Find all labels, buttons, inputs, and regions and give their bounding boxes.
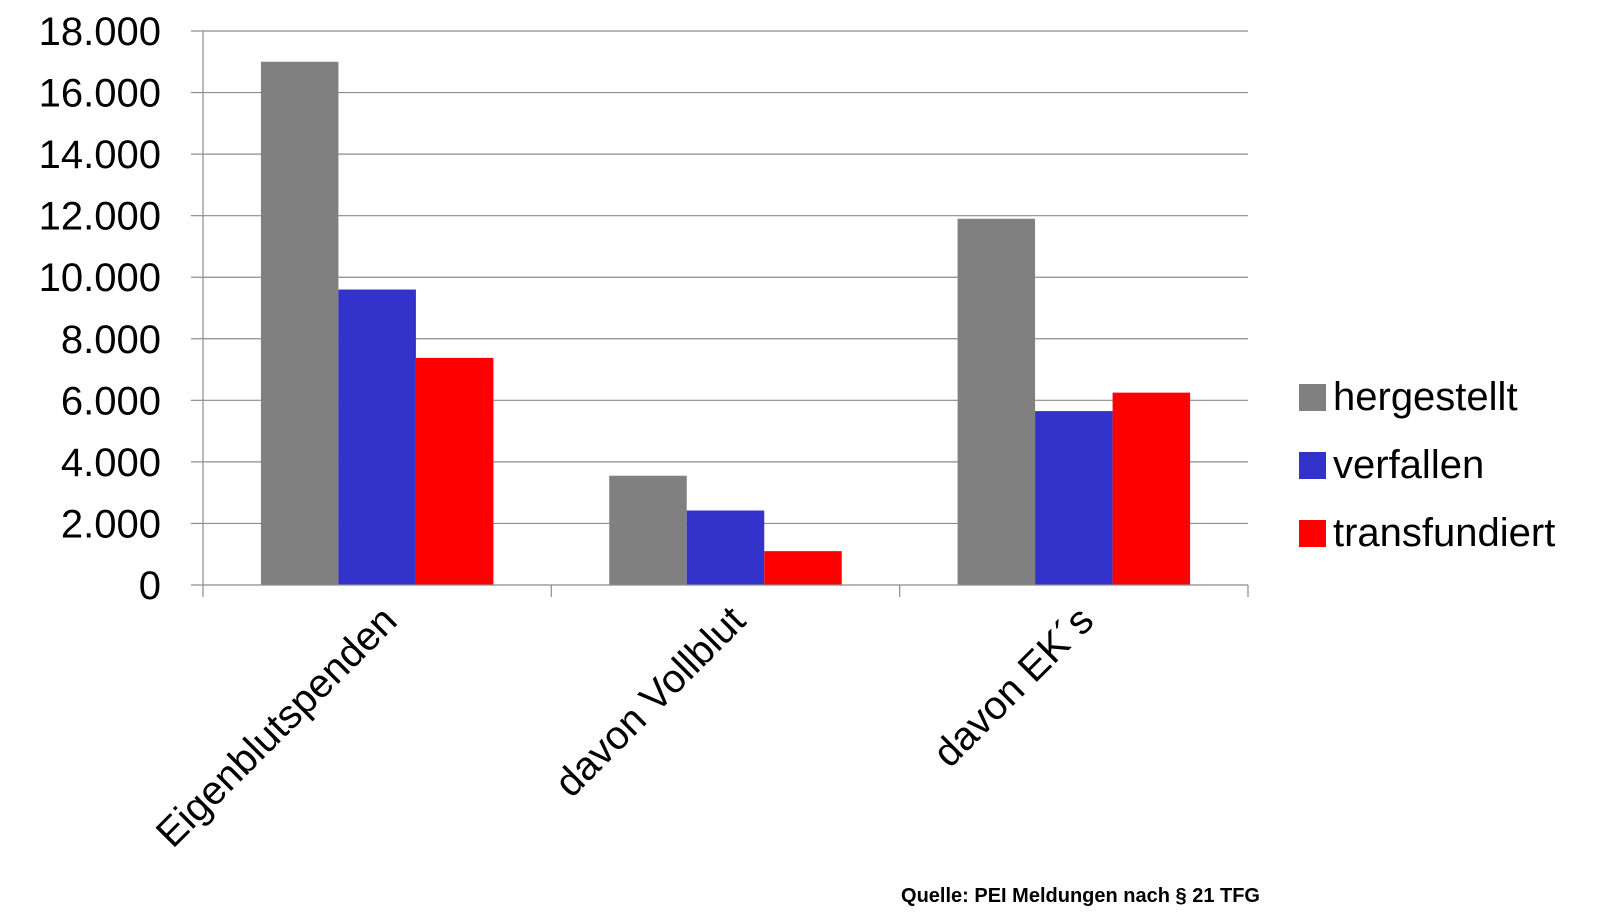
- y-tick-label: 4.000: [61, 441, 161, 485]
- legend-swatch-hergestellt: [1299, 384, 1326, 411]
- legend-label-verfallen: verfallen: [1333, 443, 1484, 487]
- bar-hergestellt-2: [609, 475, 687, 585]
- bar-verfallen-1: [338, 289, 416, 585]
- bar-transfundiert-1: [415, 357, 494, 585]
- bar-verfallen-2: [686, 510, 765, 585]
- x-category-label: davon Vollblut: [547, 598, 754, 805]
- legend-label-hergestellt: hergestellt: [1333, 375, 1518, 419]
- bar-transfundiert-2: [764, 551, 842, 585]
- legend: hergestellt verfallen transfundiert: [1299, 375, 1555, 555]
- y-tick-label: 12.000: [39, 195, 161, 239]
- bars: [260, 61, 1191, 586]
- legend-label-transfundiert: transfundiert: [1333, 511, 1555, 555]
- y-tick-label: 0: [139, 564, 161, 608]
- legend-swatch-verfallen: [1299, 452, 1326, 479]
- bar-verfallen-3: [1035, 411, 1113, 585]
- y-tick-label: 6.000: [61, 379, 161, 423]
- y-axis-tick-labels: 0 2.000 4.000 6.000 8.000 10.000 12.000 14.000 1…: [39, 10, 161, 608]
- x-axis-category-labels: Eigenblutspenden davon Vollblut davon EK´s: [148, 598, 1102, 856]
- y-tick-label: 8.000: [61, 318, 161, 362]
- bar-hergestellt-3: [957, 218, 1036, 585]
- y-tick-label: 16.000: [39, 72, 161, 116]
- y-tick-label: 10.000: [39, 256, 161, 300]
- x-category-label: davon EK´s: [925, 598, 1102, 775]
- y-tick-label: 2.000: [61, 502, 161, 546]
- y-tick-label: 18.000: [39, 10, 161, 54]
- legend-swatch-transfundiert: [1299, 520, 1326, 547]
- axes: [202, 31, 1249, 597]
- x-category-label: Eigenblutspenden: [148, 598, 406, 856]
- bar-hergestellt-1: [260, 61, 339, 586]
- bar-transfundiert-3: [1112, 392, 1191, 585]
- y-tick-label: 14.000: [39, 133, 161, 177]
- source-note: Quelle: PEI Meldungen nach § 21 TFG: [901, 885, 1260, 907]
